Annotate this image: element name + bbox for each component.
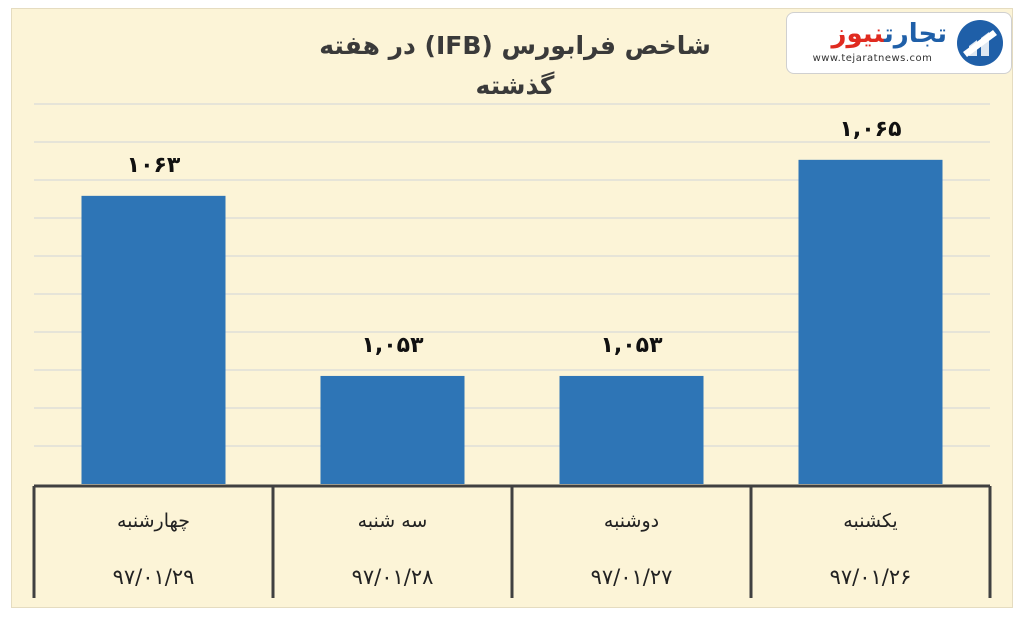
logo-wordmark: تجارتنیوز: [797, 17, 948, 51]
category-day-3: سه شنبه: [358, 510, 428, 532]
bar-2: [559, 375, 704, 484]
bar-1: [798, 159, 943, 484]
data-label-4: ۱۰۶۳: [127, 153, 181, 178]
category-date-4: ۹۷/۰۱/۲۹: [113, 565, 195, 589]
data-label-3: ۱,۰۵۳: [361, 333, 424, 358]
bars: [81, 159, 943, 485]
category-day-4: چهارشنبه: [117, 510, 190, 532]
tejarat-news-logo-icon: [957, 20, 1003, 66]
category-date-2: ۹۷/۰۱/۲۷: [591, 565, 673, 589]
category-day-1: یکشنبه: [843, 510, 897, 532]
bar-4: [81, 195, 226, 485]
data-labels: ۱,۰۶۵ ۱,۰۵۳ ۱,۰۵۳ ۱۰۶۳: [127, 117, 902, 358]
logo-url: www.tejaratnews.com: [812, 53, 933, 64]
data-label-2: ۱,۰۵۳: [600, 333, 663, 358]
bar-3: [320, 375, 465, 484]
data-label-1: ۱,۰۶۵: [839, 117, 901, 142]
category-date-1: ۹۷/۰۱/۲۶: [830, 565, 912, 589]
brand-logo: تجارتنیوز www.tejaratnews.com: [786, 12, 1012, 74]
chart-title: شاخص فرابورس (IFB) در هفته گذشته: [319, 31, 711, 100]
category-day-2: دوشنبه: [604, 510, 659, 532]
logo-word-news: نیوز: [831, 19, 885, 49]
logo-word-tejarat: تجارت: [884, 19, 947, 49]
category-table: یکشنبه ۹۷/۰۱/۲۶ دوشنبه ۹۷/۰۱/۲۷ سه شنبه ۹۷/۰۱…: [32, 484, 992, 598]
category-date-3: ۹۷/۰۱/۲۸: [352, 565, 434, 589]
